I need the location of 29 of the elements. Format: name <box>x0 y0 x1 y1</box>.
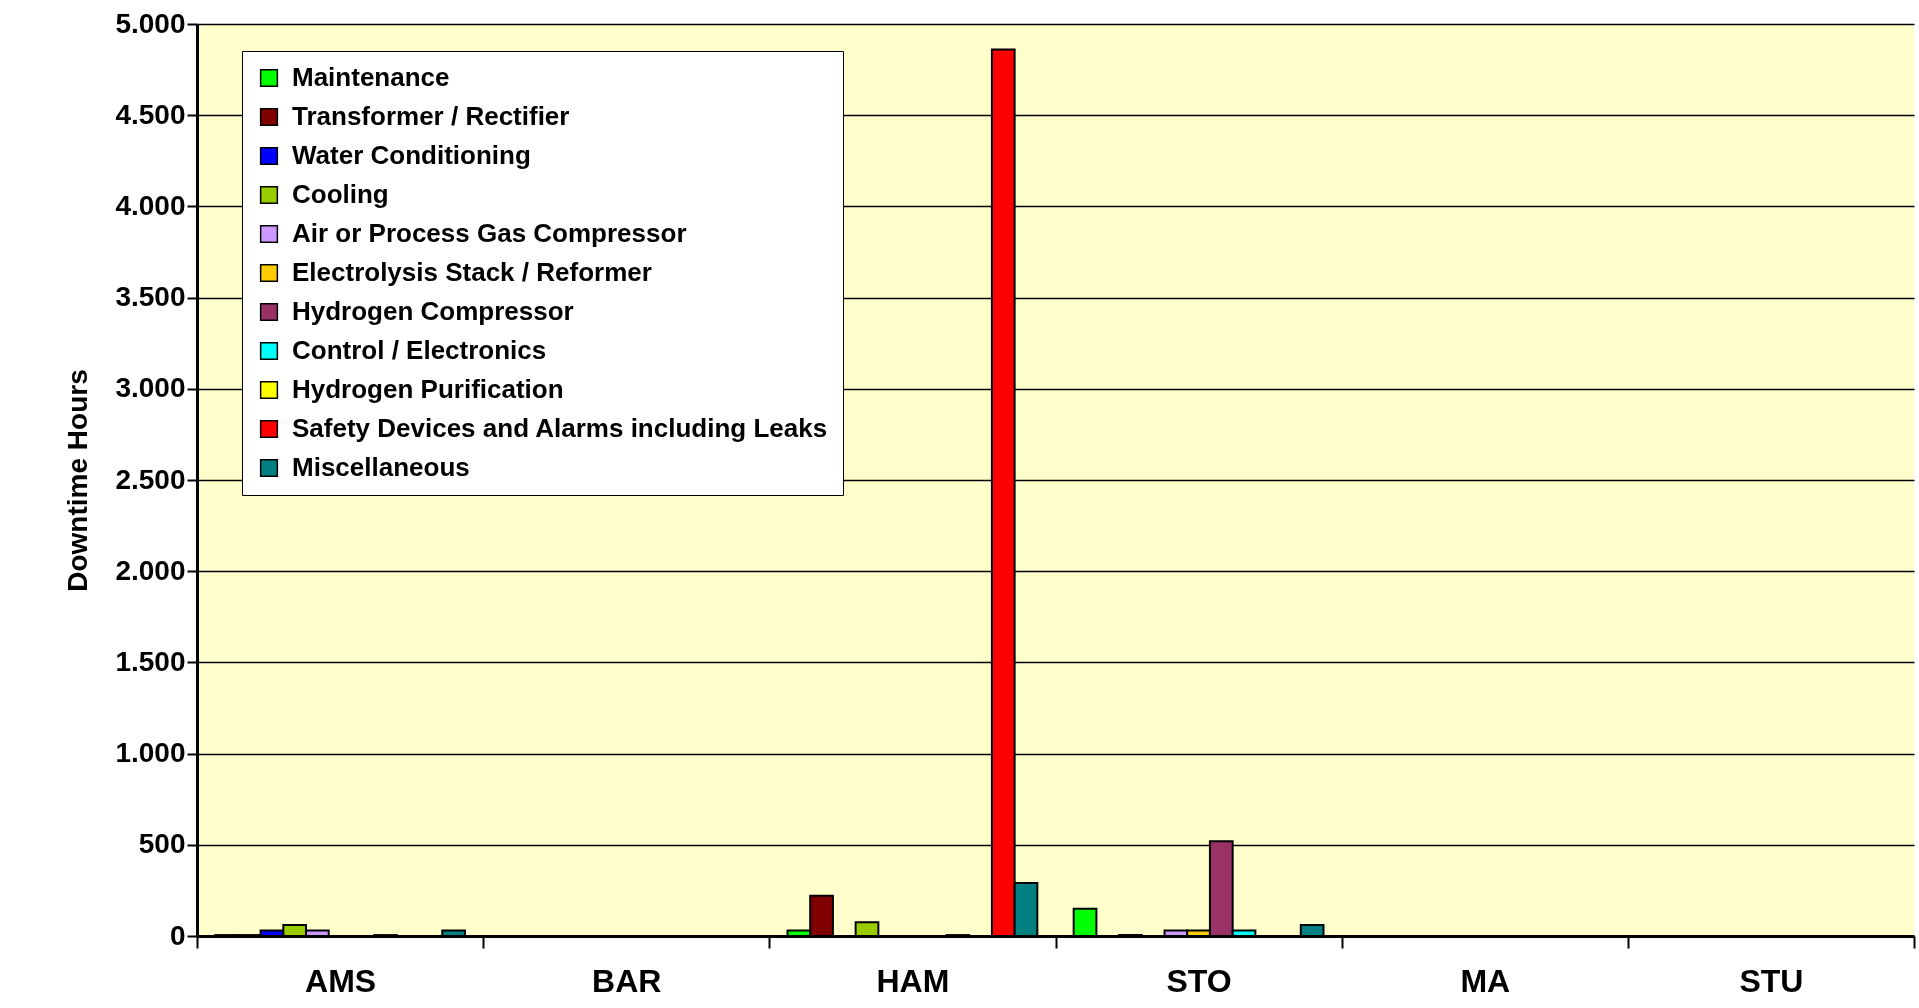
x-tick-label: HAM <box>876 962 950 999</box>
x-tick-label: MA <box>1460 962 1511 999</box>
legend-label: Miscellaneous <box>292 452 470 482</box>
y-tick-label: 0 <box>169 919 186 951</box>
x-tick-label: STO <box>1166 962 1232 999</box>
y-tick-label: 3.500 <box>115 281 186 313</box>
y-tick-label: 500 <box>138 828 186 860</box>
y-tick-label: 2.000 <box>115 554 186 586</box>
y-tick-label: 1.000 <box>115 737 186 769</box>
legend-label: Safety Devices and Alarms including Leaks <box>292 413 828 443</box>
legend-label: Control / Electronics <box>292 335 547 365</box>
y-tick-label: 2.500 <box>115 463 186 495</box>
x-tick-label: STU <box>1739 962 1804 999</box>
legend-label: Maintenance <box>292 62 450 92</box>
y-axis-title: Downtime Hours <box>62 369 94 592</box>
legend-label: Electrolysis Stack / Reformer <box>292 257 652 287</box>
y-tick-label: 4.000 <box>115 189 186 221</box>
y-tick-label: 1.500 <box>115 645 186 677</box>
legend-label: Water Conditioning <box>292 140 531 170</box>
legend-label: Air or Process Gas Compressor <box>292 218 687 248</box>
legend-label: Hydrogen Purification <box>292 374 564 404</box>
y-tick-label: 5.000 <box>115 7 186 39</box>
x-tick-label: AMS <box>305 962 377 999</box>
x-tick-label: BAR <box>592 962 662 999</box>
y-tick-label: 3.000 <box>115 372 186 404</box>
y-tick-label: 4.500 <box>115 98 186 130</box>
legend-label: Hydrogen Compressor <box>292 296 574 326</box>
legend-label: Transformer / Rectifier <box>292 101 570 131</box>
legend-label: Cooling <box>292 179 389 209</box>
